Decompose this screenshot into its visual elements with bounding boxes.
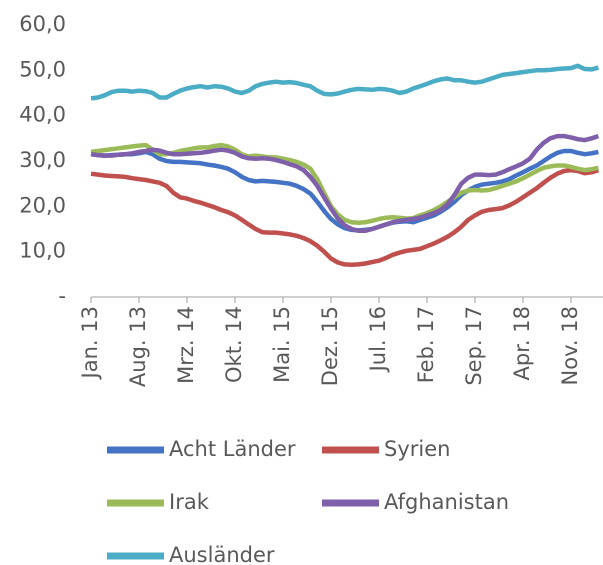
legend-label: Irak (169, 490, 210, 514)
legend-label: Acht Länder (169, 437, 296, 461)
x-tick-label: Mai. 15 (270, 306, 294, 383)
x-tick-label: Sep. 17 (462, 306, 486, 386)
series-line (90, 167, 600, 268)
legend-label: Syrien (384, 437, 450, 461)
series-line (90, 133, 600, 234)
y-tick-label: 60,0 (19, 12, 66, 36)
x-tick-label: Apr. 18 (510, 306, 534, 380)
x-tick-label: Feb. 17 (414, 306, 438, 383)
series-line (90, 148, 599, 233)
x-tick-label: Jan. 13 (78, 306, 102, 380)
y-tick-label: 50,0 (19, 57, 66, 81)
x-tick-label: Okt. 14 (222, 306, 246, 383)
legend-label: Ausländer (169, 543, 275, 565)
x-tick-label: Aug. 13 (126, 306, 150, 387)
y-tick-label: 10,0 (19, 239, 66, 263)
x-tick-label: Mrz. 14 (174, 306, 198, 384)
x-tick-label: Jul. 16 (366, 306, 390, 373)
y-tick-label: 30,0 (19, 148, 66, 172)
y-tick-label: 20,0 (19, 193, 66, 217)
x-tick-label: Dez. 15 (318, 306, 342, 386)
legend-label: Afghanistan (384, 490, 509, 514)
x-tick-label: Nov. 18 (558, 306, 582, 385)
series-line (90, 63, 599, 101)
y-tick-label: - (58, 284, 66, 308)
y-tick-label: 40,0 (19, 103, 66, 127)
